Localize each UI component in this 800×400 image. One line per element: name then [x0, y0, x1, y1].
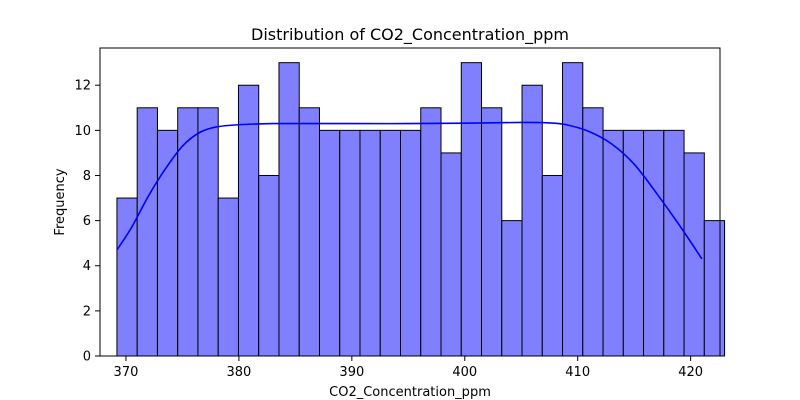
plot-frame — [99, 47, 721, 357]
histogram-bar — [400, 129, 422, 357]
x-tick-label: 380 — [226, 365, 251, 380]
histogram-bar — [278, 62, 300, 357]
x-tick-label: 420 — [678, 365, 703, 380]
histogram-bar — [643, 129, 665, 357]
histogram-bar — [339, 129, 361, 357]
histogram-bar — [379, 129, 402, 357]
y-axis-label: Frequency — [53, 168, 68, 235]
histogram-bar — [156, 129, 179, 357]
y-tick-label: 6 — [83, 214, 91, 229]
histogram-bar — [217, 197, 239, 357]
histogram-bar — [177, 107, 199, 357]
x-tick-label: 370 — [114, 365, 139, 380]
y-tick-label: 0 — [83, 350, 91, 365]
y-tick-label: 10 — [74, 124, 91, 139]
y-tick-label: 12 — [74, 79, 91, 94]
histogram-bar — [420, 107, 442, 357]
histogram-bar — [582, 107, 604, 357]
y-tick-label: 2 — [83, 304, 91, 319]
histogram-bar — [541, 174, 564, 357]
histogram-bar — [683, 152, 705, 357]
histogram-bar — [602, 129, 624, 357]
y-tick-label: 4 — [83, 259, 91, 274]
histogram-bar — [258, 174, 280, 357]
histogram-bar — [663, 129, 685, 357]
histogram-bar — [298, 107, 320, 357]
kde-curve — [116, 121, 703, 260]
histogram-bar — [481, 107, 503, 357]
histogram-bar — [136, 107, 158, 357]
histogram-bar — [562, 62, 584, 357]
x-tick-label: 390 — [339, 365, 364, 380]
histogram-bar — [460, 62, 483, 357]
histogram-bar — [501, 220, 523, 357]
histogram-bar — [197, 107, 219, 357]
x-axis-ticks: 370 380 390 400 410 420 — [114, 356, 703, 380]
histogram-bar — [318, 129, 341, 357]
x-tick-label: 410 — [565, 365, 590, 380]
x-tick-label: 400 — [452, 365, 477, 380]
histogram-bar — [521, 84, 543, 357]
x-axis-label: CO2_Concentration_ppm — [329, 385, 491, 400]
chart-title: Distribution of CO2_Concentration_ppm — [251, 25, 569, 45]
y-axis-ticks: 0 2 4 6 8 10 12 — [74, 79, 100, 365]
histogram-bar — [237, 84, 260, 357]
histogram-bar — [359, 129, 381, 357]
histogram-bars — [116, 62, 726, 357]
histogram-bar — [703, 220, 726, 357]
histogram-bar — [440, 152, 462, 357]
y-tick-label: 8 — [83, 169, 91, 184]
